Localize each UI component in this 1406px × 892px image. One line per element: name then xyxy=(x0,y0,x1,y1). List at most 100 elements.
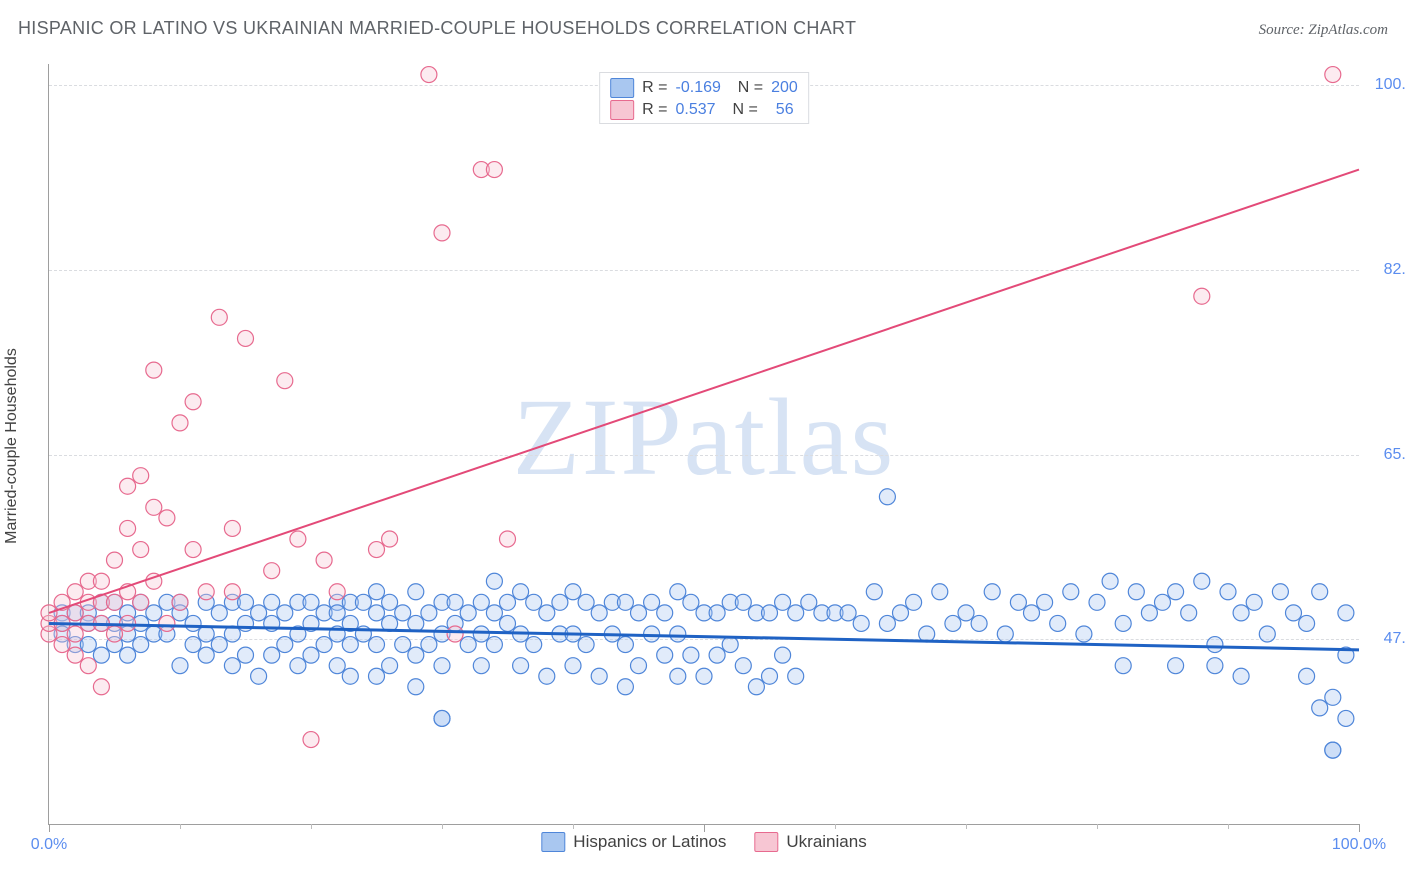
scatter-point xyxy=(788,605,804,621)
y-axis-label: Married-couple Households xyxy=(3,348,21,544)
legend-swatch-ukrainians xyxy=(754,832,778,852)
scatter-point xyxy=(565,584,581,600)
scatter-point xyxy=(185,394,201,410)
scatter-point xyxy=(500,615,516,631)
scatter-point xyxy=(67,647,83,663)
scatter-point xyxy=(172,658,188,674)
scatter-point xyxy=(80,637,96,653)
scatter-point xyxy=(107,626,123,642)
scatter-point xyxy=(329,584,345,600)
scatter-point xyxy=(526,637,542,653)
scatter-point xyxy=(513,584,529,600)
scatter-point xyxy=(1050,615,1066,631)
scatter-point xyxy=(526,594,542,610)
scatter-point xyxy=(513,658,529,674)
scatter-point xyxy=(224,520,240,536)
x-tick-minor xyxy=(835,824,836,829)
stats-n-label: N = xyxy=(729,77,763,99)
legend-swatch-hispanics xyxy=(541,832,565,852)
chart-svg xyxy=(49,64,1359,824)
scatter-point xyxy=(146,499,162,515)
scatter-point xyxy=(421,67,437,83)
scatter-point xyxy=(211,637,227,653)
scatter-point xyxy=(382,658,398,674)
scatter-point xyxy=(133,594,149,610)
scatter-point xyxy=(1325,67,1341,83)
scatter-point xyxy=(146,605,162,621)
scatter-point xyxy=(238,330,254,346)
scatter-point xyxy=(460,637,476,653)
trend-line xyxy=(49,170,1359,613)
scatter-point xyxy=(395,605,411,621)
scatter-points xyxy=(41,67,1354,759)
x-tick-minor xyxy=(966,824,967,829)
x-tick-minor xyxy=(311,824,312,829)
series-legend: Hispanics or Latinos Ukrainians xyxy=(541,832,866,852)
scatter-point xyxy=(185,542,201,558)
scatter-point xyxy=(159,615,175,631)
scatter-point xyxy=(421,637,437,653)
scatter-point xyxy=(722,637,738,653)
scatter-point xyxy=(107,594,123,610)
scatter-point xyxy=(1207,658,1223,674)
scatter-point xyxy=(958,605,974,621)
scatter-point xyxy=(657,605,673,621)
legend-item-hispanics: Hispanics or Latinos xyxy=(541,832,726,852)
scatter-point xyxy=(329,605,345,621)
stats-row-hispanics: R = -0.169 N = 200 xyxy=(610,77,798,99)
scatter-point xyxy=(1063,584,1079,600)
scatter-point xyxy=(1102,573,1118,589)
scatter-point xyxy=(893,605,909,621)
scatter-point xyxy=(67,605,83,621)
scatter-point xyxy=(709,647,725,663)
scatter-point xyxy=(264,594,280,610)
scatter-point xyxy=(172,594,188,610)
scatter-point xyxy=(447,594,463,610)
scatter-point xyxy=(971,615,987,631)
scatter-point xyxy=(1168,584,1184,600)
scatter-point xyxy=(984,584,1000,600)
stats-r-ukrainians: 0.537 xyxy=(676,99,716,121)
stats-legend: R = -0.169 N = 200 R = 0.537 N = 56 xyxy=(599,72,809,124)
scatter-point xyxy=(211,309,227,325)
scatter-point xyxy=(735,658,751,674)
scatter-point xyxy=(369,637,385,653)
x-tick-minor xyxy=(573,824,574,829)
scatter-point xyxy=(133,637,149,653)
scatter-point xyxy=(342,637,358,653)
y-tick-label: 82.5% xyxy=(1369,261,1406,279)
scatter-point xyxy=(735,594,751,610)
scatter-point xyxy=(1259,626,1275,642)
stats-row-ukrainians: R = 0.537 N = 56 xyxy=(610,99,798,121)
stats-n-hispanics: 200 xyxy=(771,77,798,99)
scatter-point xyxy=(578,594,594,610)
scatter-point xyxy=(1141,605,1157,621)
scatter-point xyxy=(866,584,882,600)
scatter-point xyxy=(198,626,214,642)
scatter-point xyxy=(500,594,516,610)
scatter-point xyxy=(565,658,581,674)
scatter-point xyxy=(552,594,568,610)
scatter-point xyxy=(631,605,647,621)
scatter-point xyxy=(408,615,424,631)
scatter-point xyxy=(342,668,358,684)
scatter-point xyxy=(290,531,306,547)
scatter-point xyxy=(67,584,83,600)
scatter-point xyxy=(198,647,214,663)
scatter-point xyxy=(93,679,109,695)
scatter-point xyxy=(657,647,673,663)
scatter-point xyxy=(172,415,188,431)
scatter-point xyxy=(120,520,136,536)
scatter-point xyxy=(1010,594,1026,610)
scatter-point xyxy=(1128,584,1144,600)
scatter-point xyxy=(1155,594,1171,610)
scatter-point xyxy=(369,542,385,558)
swatch-ukrainians xyxy=(610,100,634,120)
source-attribution: Source: ZipAtlas.com xyxy=(1259,22,1388,39)
scatter-point xyxy=(683,647,699,663)
legend-label-hispanics: Hispanics or Latinos xyxy=(573,832,726,852)
scatter-point xyxy=(107,552,123,568)
scatter-point xyxy=(80,658,96,674)
scatter-point xyxy=(591,605,607,621)
stats-r-label: R = xyxy=(642,99,667,121)
